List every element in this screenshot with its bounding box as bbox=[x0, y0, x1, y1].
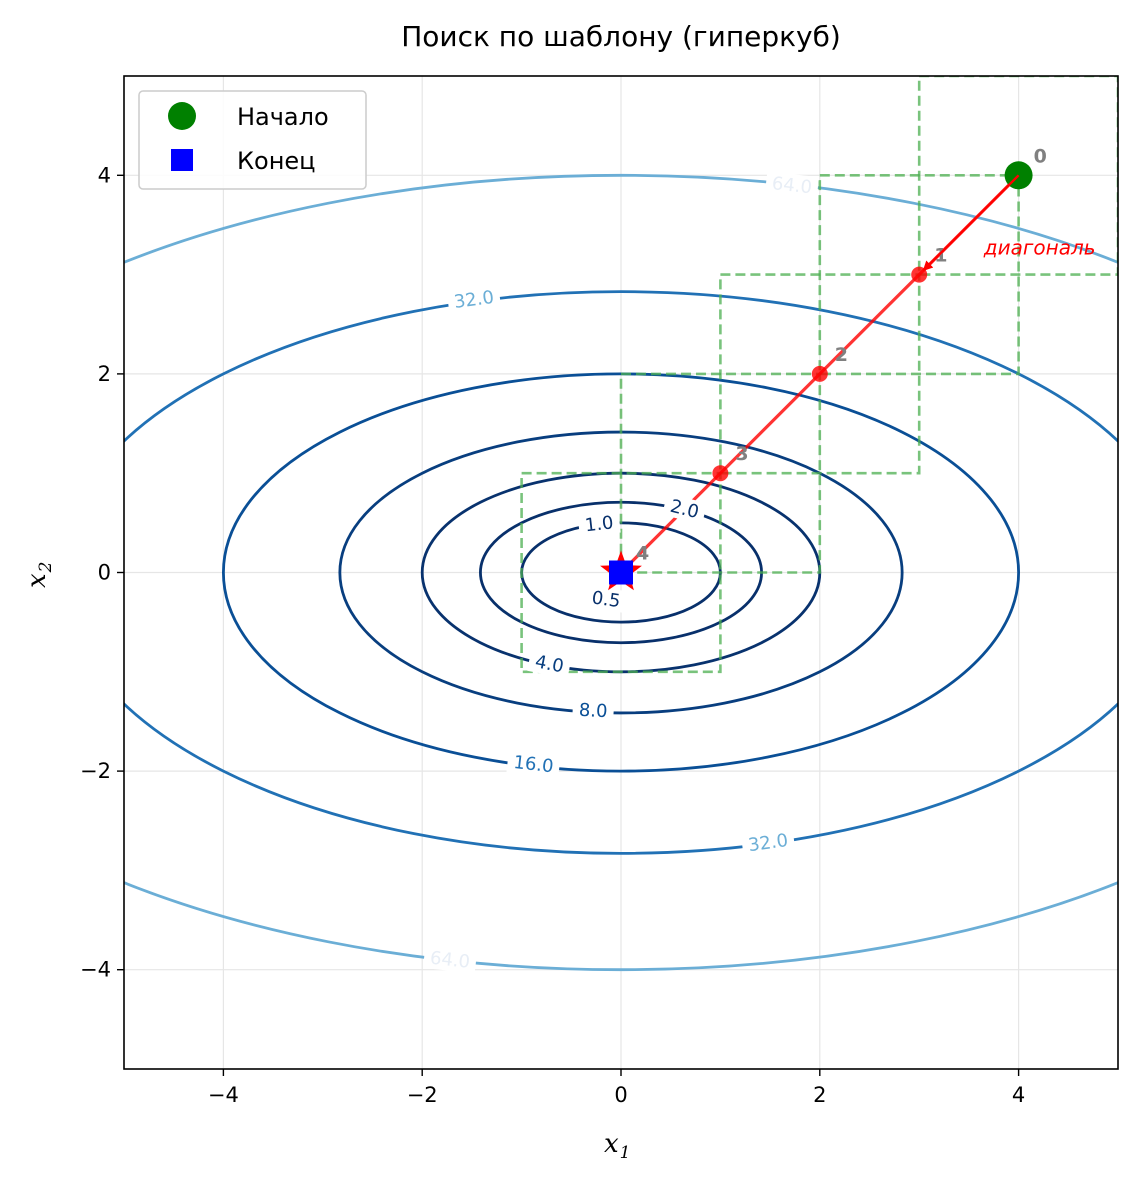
y-axis-label: x2 bbox=[22, 562, 56, 589]
contour-line bbox=[124, 290, 1118, 855]
contour-label: 1.0 bbox=[577, 510, 621, 538]
y-axis-ticks: −4 −2 0 2 4 bbox=[80, 163, 124, 982]
contour-label: 64.0 bbox=[422, 945, 478, 974]
point-label: 4 bbox=[636, 543, 649, 565]
end-marker bbox=[609, 560, 633, 585]
contour-label: 16.0 bbox=[506, 750, 561, 779]
y-tick-label: −2 bbox=[80, 759, 111, 783]
y-axis-label-main: x bbox=[22, 573, 52, 588]
contour-label-bg bbox=[662, 493, 708, 525]
contour-label-bg bbox=[506, 750, 561, 779]
y-tick-label: 0 bbox=[98, 561, 111, 585]
contour-label-bg bbox=[577, 510, 621, 538]
contour-label-text: 64.0 bbox=[771, 173, 813, 198]
x-tick-label: 4 bbox=[1012, 1083, 1025, 1107]
contour-label-bg bbox=[740, 828, 796, 857]
contour-label: 0.5 bbox=[584, 585, 628, 614]
contour-label: 4.0 bbox=[527, 649, 572, 679]
contour-label-bg bbox=[422, 945, 478, 974]
contour-label-text: 8.0 bbox=[578, 700, 608, 722]
path-point bbox=[811, 365, 828, 382]
annotation-text: диагональ bbox=[983, 236, 1096, 260]
contour-label: 32.0 bbox=[740, 828, 796, 857]
contour-label-bg bbox=[584, 585, 628, 614]
annotation-arrow bbox=[922, 174, 1020, 272]
contour-label: 2.0 bbox=[662, 493, 708, 525]
contour-line bbox=[124, 174, 1118, 971]
contour-label-text: 0.5 bbox=[590, 587, 621, 612]
x-axis-label-sub: 1 bbox=[620, 1143, 631, 1163]
x-tick-label: 2 bbox=[813, 1083, 826, 1107]
x-tick-label: 0 bbox=[614, 1083, 627, 1107]
x-axis-ticks: −4 −2 0 2 4 bbox=[208, 1069, 1025, 1107]
path-point bbox=[712, 465, 729, 482]
hypercube bbox=[520, 471, 722, 674]
contour-label-bg bbox=[446, 285, 502, 314]
contour-label-text: 16.0 bbox=[512, 752, 554, 777]
contour-label-text: 64.0 bbox=[429, 948, 471, 973]
point-label: 3 bbox=[735, 443, 748, 465]
plot-area: 0.51.02.04.08.016.032.032.064.064.0 0123… bbox=[123, 75, 1119, 1070]
x-axis-label: x1 bbox=[604, 1129, 631, 1163]
y-tick-label: 2 bbox=[98, 362, 111, 386]
x-tick-label: −2 bbox=[407, 1083, 438, 1107]
x-axis-label-main: x bbox=[604, 1129, 619, 1159]
contour-label-bg bbox=[572, 698, 615, 723]
legend: Начало Конец bbox=[138, 90, 367, 190]
y-tick-label: 4 bbox=[98, 163, 111, 187]
contour-label-text: 32.0 bbox=[747, 830, 790, 856]
point-label: 2 bbox=[835, 344, 848, 366]
y-tick-label: −4 bbox=[80, 958, 111, 982]
annotation: диагональ bbox=[922, 174, 1096, 272]
contour-labels: 0.5 1.0 2.0 4.0 8.0 16.0 32.0 32.0 64.0 64.0 bbox=[422, 171, 820, 974]
contour-label-bg bbox=[764, 171, 820, 200]
contour-label-text: 4.0 bbox=[533, 651, 565, 677]
contour-label: 64.0 bbox=[764, 171, 820, 200]
contour-label-bg bbox=[527, 649, 572, 679]
legend-start-label: Начало bbox=[237, 103, 329, 131]
point-label: 0 bbox=[1034, 145, 1047, 167]
contour-label: 8.0 bbox=[572, 698, 615, 723]
legend-start-marker bbox=[168, 102, 196, 130]
contour-label: 32.0 bbox=[446, 285, 502, 314]
y-axis-label-sub: 2 bbox=[36, 562, 56, 574]
x-tick-label: −4 bbox=[208, 1083, 239, 1107]
contour-label-text: 1.0 bbox=[584, 512, 615, 536]
legend-end-label: Конец bbox=[237, 147, 316, 175]
legend-end-marker bbox=[171, 149, 193, 171]
hypercubes bbox=[520, 76, 1118, 674]
chart-title: Поиск по шаблону (гиперкуб) bbox=[401, 20, 841, 53]
contour-label-text: 32.0 bbox=[453, 287, 496, 313]
